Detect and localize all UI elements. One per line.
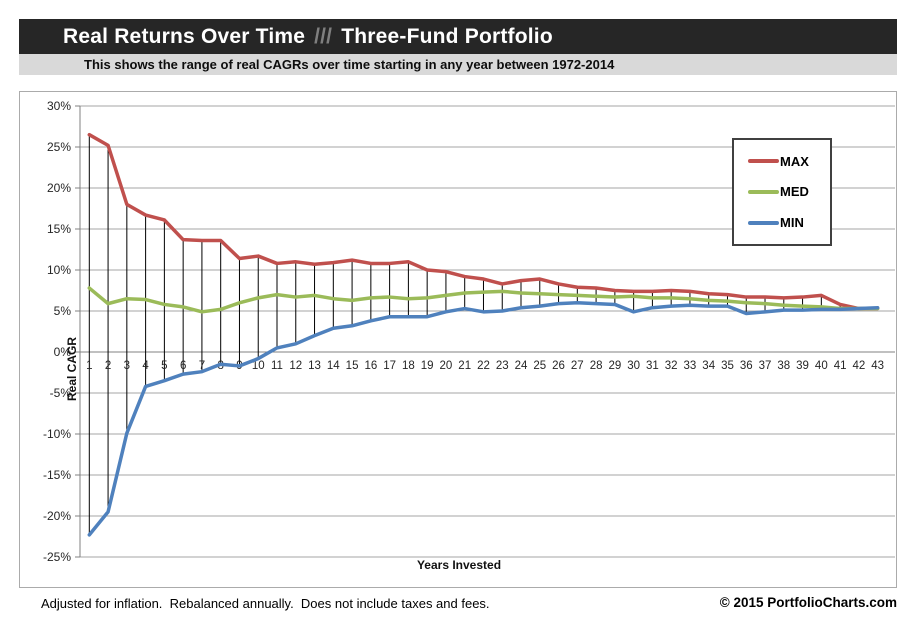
svg-text:-5%: -5% xyxy=(50,386,72,400)
svg-text:7: 7 xyxy=(199,360,205,372)
svg-text:31: 31 xyxy=(646,360,659,372)
svg-text:14: 14 xyxy=(327,360,340,372)
svg-text:34: 34 xyxy=(702,360,715,372)
svg-text:27: 27 xyxy=(571,360,584,372)
svg-text:0%: 0% xyxy=(54,345,72,359)
max-line-swatch-icon xyxy=(748,159,779,164)
svg-text:-25%: -25% xyxy=(43,550,71,564)
chart-canvas: 30%25%20%15%10%5%0%-5%-10%-15%-20%-25%1 2… xyxy=(43,99,895,564)
legend-label-med: MED xyxy=(780,184,809,200)
svg-text:12: 12 xyxy=(289,360,302,372)
svg-text:28: 28 xyxy=(590,360,603,372)
svg-text:5: 5 xyxy=(161,360,167,372)
svg-text:22: 22 xyxy=(477,360,490,372)
svg-text:26: 26 xyxy=(552,360,565,372)
svg-text:30: 30 xyxy=(627,360,640,372)
footer-disclaimer: Adjusted for inflation. Rebalanced annua… xyxy=(41,596,490,611)
svg-text:43: 43 xyxy=(871,360,884,372)
svg-text:24: 24 xyxy=(515,360,528,372)
title-bar: Real Returns Over Time /// Three-Fund Po… xyxy=(19,19,897,54)
svg-text:23: 23 xyxy=(496,360,509,372)
med-line-swatch-icon xyxy=(748,189,779,194)
title-separator: /// xyxy=(314,24,333,48)
svg-text:10: 10 xyxy=(252,360,265,372)
svg-text:5%: 5% xyxy=(54,304,72,318)
svg-text:3: 3 xyxy=(124,360,130,372)
legend-label-min: MIN xyxy=(780,215,804,231)
svg-text:15: 15 xyxy=(346,360,359,372)
svg-text:11: 11 xyxy=(271,360,283,372)
svg-text:33: 33 xyxy=(684,360,697,372)
svg-text:42: 42 xyxy=(852,360,865,372)
legend: MAX MED MIN xyxy=(732,138,832,246)
svg-text:37: 37 xyxy=(759,360,772,372)
x-axis-title: Years Invested xyxy=(416,558,502,572)
svg-text:25%: 25% xyxy=(47,140,71,154)
svg-text:2: 2 xyxy=(105,360,111,372)
svg-text:-20%: -20% xyxy=(43,509,71,523)
svg-text:30%: 30% xyxy=(47,99,71,113)
svg-text:39: 39 xyxy=(796,360,809,372)
svg-text:21: 21 xyxy=(458,360,471,372)
subtitle-bar: This shows the range of real CAGRs over … xyxy=(19,54,897,75)
svg-text:41: 41 xyxy=(834,360,847,372)
chart-area: 30% 25% 20% 15% 10% 5% 0% -5% -10% -15% -20% -25% 1 2… xyxy=(19,91,897,588)
svg-text:10%: 10% xyxy=(47,263,71,277)
svg-text:4: 4 xyxy=(142,360,149,372)
page-title: Real Returns Over Time xyxy=(63,24,306,48)
svg-text:38: 38 xyxy=(777,360,790,372)
svg-text:25: 25 xyxy=(533,360,546,372)
svg-text:32: 32 xyxy=(665,360,678,372)
svg-text:19: 19 xyxy=(421,360,434,372)
svg-text:35: 35 xyxy=(721,360,734,372)
svg-text:6: 6 xyxy=(180,360,186,372)
svg-text:20: 20 xyxy=(440,360,453,372)
y-axis-title: Real CAGR xyxy=(65,337,79,402)
svg-text:16: 16 xyxy=(364,360,377,372)
footer-copyright: © 2015 PortfolioCharts.com xyxy=(719,595,897,610)
svg-text:17: 17 xyxy=(383,360,396,372)
page-title-portfolio: Three-Fund Portfolio xyxy=(341,24,553,48)
legend-item-max: MAX xyxy=(748,154,830,169)
svg-text:36: 36 xyxy=(740,360,753,372)
svg-text:29: 29 xyxy=(608,360,621,372)
subtitle-text: This shows the range of real CAGRs over … xyxy=(84,57,615,72)
svg-text:20%: 20% xyxy=(47,181,71,195)
svg-text:15%: 15% xyxy=(47,222,71,236)
legend-label-max: MAX xyxy=(780,153,809,169)
min-line-swatch-icon xyxy=(748,220,779,225)
legend-item-med: MED xyxy=(748,184,830,199)
svg-text:40: 40 xyxy=(815,360,828,372)
svg-text:-15%: -15% xyxy=(43,468,71,482)
svg-text:-10%: -10% xyxy=(43,427,71,441)
svg-text:13: 13 xyxy=(308,360,321,372)
legend-item-min: MIN xyxy=(748,215,830,230)
svg-text:18: 18 xyxy=(402,360,415,372)
svg-text:1: 1 xyxy=(86,360,92,372)
